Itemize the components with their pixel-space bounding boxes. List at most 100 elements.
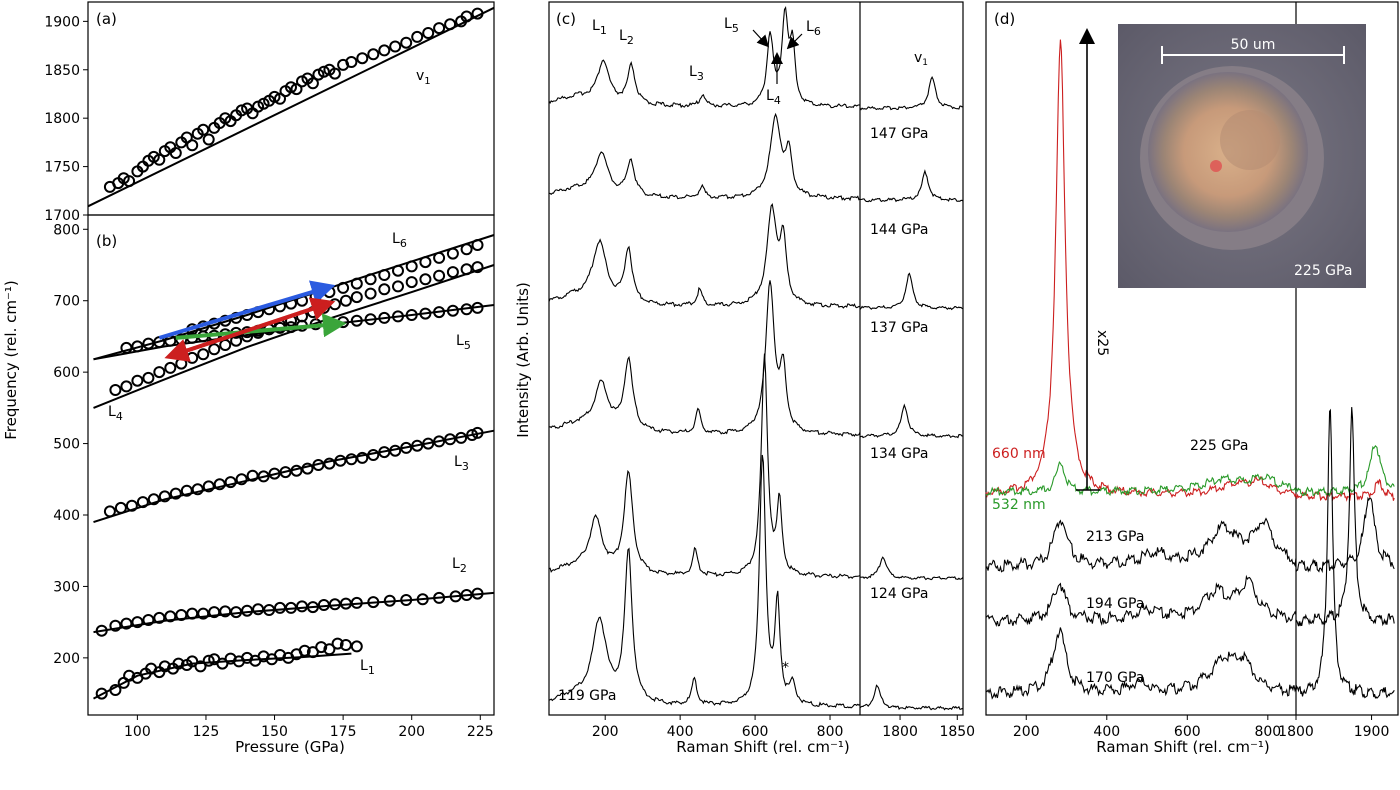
label-225: 225 GPa bbox=[1190, 438, 1248, 454]
pressure-label: 137 GPa bbox=[870, 320, 928, 336]
panel-d-xlabel: Raman Shift (rel. cm⁻¹) bbox=[1096, 738, 1270, 756]
data-point bbox=[274, 601, 286, 614]
panel-a-yticks: 1700 1750 1800 1850 1900 bbox=[44, 14, 88, 224]
data-point bbox=[290, 83, 303, 96]
xtick-label: 225 bbox=[467, 724, 494, 740]
data-point bbox=[471, 261, 484, 274]
data-point bbox=[419, 307, 432, 320]
data-point bbox=[274, 92, 286, 105]
data-point bbox=[405, 309, 418, 321]
spectrum-line bbox=[859, 169, 964, 203]
data-point bbox=[169, 487, 182, 500]
data-point bbox=[367, 596, 380, 609]
data-point bbox=[460, 243, 473, 256]
data-point bbox=[235, 104, 248, 117]
data-point bbox=[153, 611, 166, 624]
data-point bbox=[471, 7, 484, 20]
data-point bbox=[317, 599, 330, 611]
spectrum-line bbox=[859, 272, 964, 311]
data-point bbox=[433, 591, 446, 604]
xtick-label: 125 bbox=[193, 724, 220, 740]
data-point bbox=[446, 304, 459, 317]
data-point bbox=[411, 439, 424, 452]
data-point bbox=[123, 669, 136, 682]
data-point bbox=[109, 384, 122, 396]
spectrum-line bbox=[548, 112, 861, 202]
panel-d-label: (d) bbox=[994, 10, 1015, 28]
panel-b-frame bbox=[87, 214, 495, 716]
data-point bbox=[252, 603, 265, 616]
panel-c-ylabel: Intensity (Arb. Units) bbox=[514, 282, 532, 438]
panel-b-xticks: 100 125 150 175 200 225 bbox=[124, 715, 494, 740]
data-point bbox=[392, 310, 404, 323]
data-point bbox=[350, 640, 363, 653]
data-point bbox=[455, 431, 468, 444]
data-point bbox=[268, 90, 281, 103]
data-point bbox=[175, 609, 188, 621]
panel-b-xlabel: Pressure (GPa) bbox=[235, 738, 345, 756]
peak-label-v1: v1 bbox=[914, 50, 928, 68]
data-point bbox=[339, 294, 352, 307]
series-label-l3: L3 bbox=[454, 454, 469, 473]
panel-c-frame bbox=[548, 1, 964, 716]
spectrum-line bbox=[1295, 408, 1395, 699]
panel-d-spectra bbox=[985, 39, 1395, 700]
ytick-label: 1700 bbox=[44, 208, 80, 224]
data-point bbox=[389, 444, 402, 457]
spectrum-line bbox=[548, 353, 861, 580]
data-point bbox=[114, 501, 127, 514]
spectrum-line bbox=[1295, 407, 1395, 627]
data-point bbox=[208, 606, 221, 619]
data-point bbox=[142, 614, 155, 626]
panel-c-xticks: 200 400 600 800 1800 1850 bbox=[592, 715, 975, 740]
data-point bbox=[208, 343, 221, 356]
xtick-label: 600 bbox=[1174, 724, 1201, 740]
data-point bbox=[364, 287, 377, 300]
data-point bbox=[356, 451, 369, 464]
data-point bbox=[219, 339, 232, 351]
panel-c-label: (c) bbox=[556, 10, 576, 28]
data-point bbox=[405, 260, 418, 273]
data-point bbox=[224, 476, 237, 489]
pressure-label: 124 GPa bbox=[870, 586, 928, 602]
data-point bbox=[246, 469, 259, 482]
xtick-label: 800 bbox=[817, 724, 844, 740]
panel-c-pressure-labels: 147 GPa 144 GPa 137 GPa 134 GPa 124 GPa 119 G… bbox=[558, 126, 928, 704]
data-point bbox=[186, 351, 199, 364]
series-label-v1: v1 bbox=[416, 68, 431, 87]
spectrum-line bbox=[985, 627, 1297, 700]
data-point bbox=[416, 593, 429, 606]
data-point bbox=[158, 660, 171, 673]
panel-ab-ylabel: Frequency (rel. cm⁻¹) bbox=[2, 280, 20, 440]
spectrum-line bbox=[1295, 496, 1395, 574]
data-point bbox=[95, 687, 108, 700]
spectrum-line bbox=[1295, 445, 1395, 497]
panel-d-frame bbox=[985, 1, 1399, 716]
legend-660: 660 nm bbox=[992, 446, 1046, 462]
pressure-label: 119 GPa bbox=[558, 688, 616, 704]
xtick-label: 200 bbox=[1013, 724, 1040, 740]
data-point bbox=[378, 311, 391, 324]
data-point bbox=[389, 40, 402, 53]
fit-line-l3 bbox=[93, 429, 495, 524]
data-point bbox=[419, 273, 432, 286]
data-point bbox=[197, 348, 210, 361]
data-point bbox=[268, 467, 281, 480]
data-point bbox=[364, 313, 377, 326]
data-point bbox=[471, 301, 484, 314]
xtick-label: 200 bbox=[398, 724, 425, 740]
data-point bbox=[164, 361, 177, 374]
peak-label-l4: L4 bbox=[766, 88, 781, 107]
data-point bbox=[378, 44, 391, 57]
data-point bbox=[230, 606, 243, 619]
xtick-label: 600 bbox=[742, 724, 769, 740]
spectrum-line bbox=[859, 75, 964, 111]
ytick-label: 400 bbox=[53, 508, 80, 524]
arrow-l5 bbox=[752, 29, 770, 48]
data-point bbox=[323, 457, 336, 470]
data-point bbox=[444, 18, 457, 31]
data-point bbox=[339, 639, 352, 651]
